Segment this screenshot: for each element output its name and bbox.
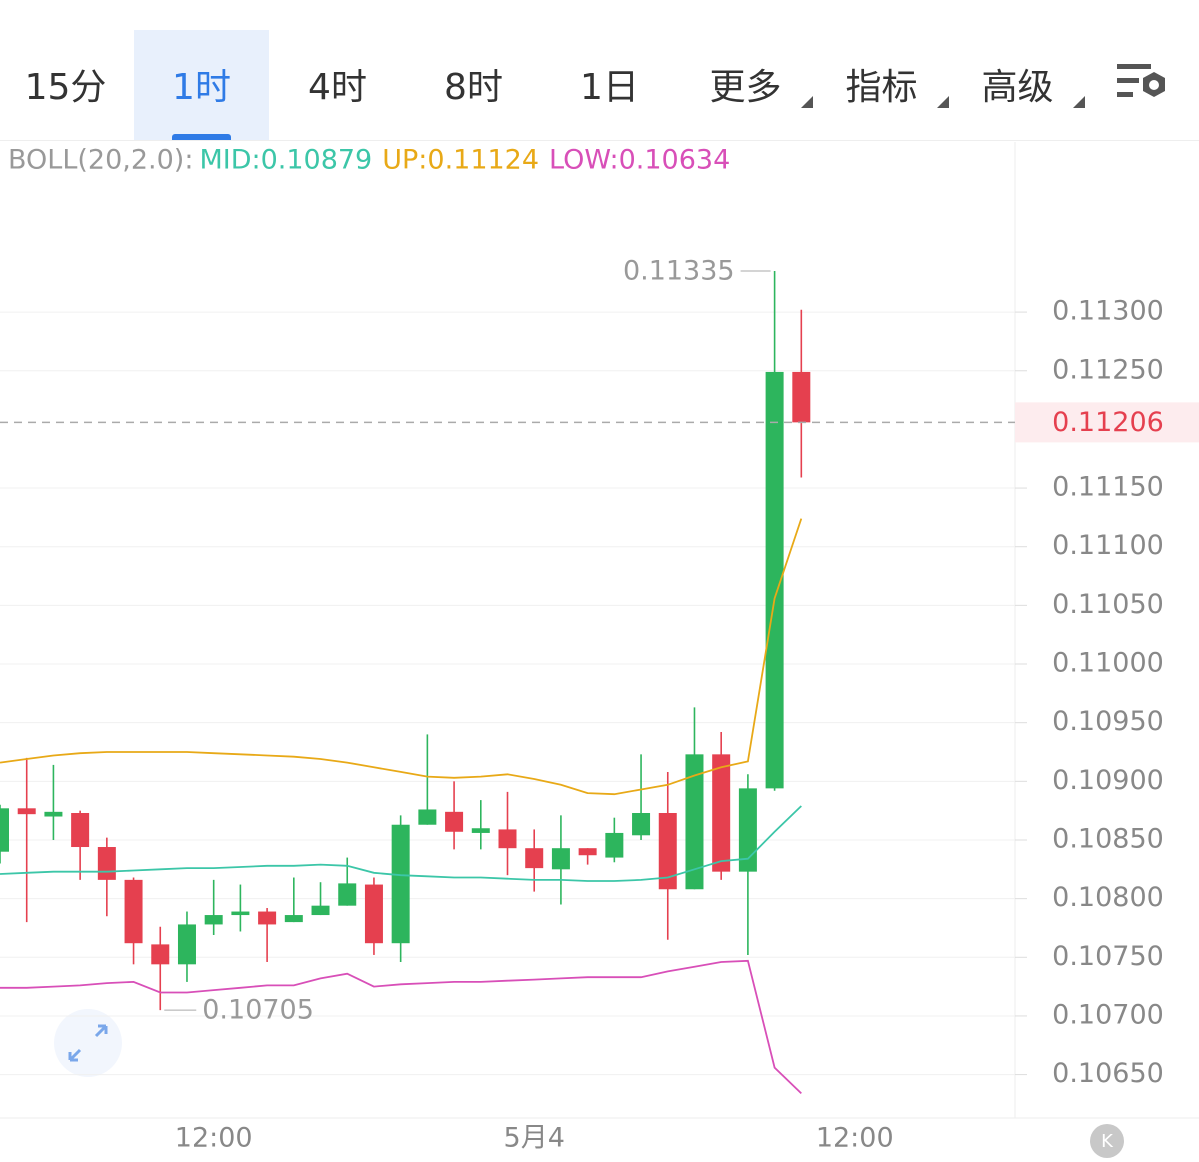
y-tick-label: 0.10650 <box>1052 1058 1164 1089</box>
candle-body <box>71 813 90 848</box>
candle-body <box>632 813 651 836</box>
y-tick-label: 0.10900 <box>1052 765 1164 796</box>
candle-body <box>765 371 784 789</box>
icon-bar <box>1117 78 1139 83</box>
tab-label: 高级 <box>981 67 1054 108</box>
candle-body <box>311 905 330 916</box>
tab-label: 1日 <box>580 67 639 108</box>
tab-label: 更多 <box>709 67 782 108</box>
y-tick-label: 0.10700 <box>1052 999 1164 1030</box>
y-tick-label: 0.10750 <box>1052 941 1164 972</box>
dropdown-arrow <box>1073 96 1085 108</box>
tab-label: 15分 <box>24 67 107 108</box>
candle-body <box>338 883 357 906</box>
legend-entry: LOW:0.10634 <box>549 145 730 176</box>
candle-body <box>498 829 517 849</box>
candle-body <box>204 915 223 925</box>
candle-body <box>605 832 624 858</box>
icon-bar <box>1117 64 1151 69</box>
icon-hole <box>1149 80 1159 90</box>
candle-body <box>44 811 63 817</box>
timeframe-tab[interactable]: 8时 <box>406 30 541 140</box>
y-tick-label: 0.10800 <box>1052 882 1164 913</box>
candle-body <box>445 811 464 832</box>
settings-icon[interactable] <box>1112 58 1172 118</box>
candle-body <box>151 944 170 965</box>
boll-line <box>0 959 802 1095</box>
y-tick-label: 0.11300 <box>1052 296 1164 327</box>
y-tick-label: 0.11000 <box>1052 648 1164 679</box>
timeframe-tab[interactable]: 4时 <box>270 30 405 140</box>
candle-body <box>97 847 116 880</box>
candle-body <box>17 808 36 815</box>
candle-body <box>177 924 196 965</box>
y-tick-label: 0.10950 <box>1052 706 1164 737</box>
candle-body <box>258 911 277 925</box>
tab-label: 8时 <box>444 67 503 108</box>
candle-body <box>551 848 570 870</box>
candle-body <box>792 371 811 423</box>
indicator-label: BOLL(20,2.0): <box>8 145 193 176</box>
boll-line <box>0 805 802 882</box>
y-tick-label: 0.11150 <box>1052 472 1164 503</box>
timeframe-tab[interactable]: 高级 <box>950 30 1085 140</box>
y-tick-label: 0.10850 <box>1052 823 1164 854</box>
k-button-label: K <box>1101 1131 1114 1152</box>
tab-label: 1时 <box>172 67 231 108</box>
high-label: 0.11335 <box>623 256 735 287</box>
button-bg <box>54 1009 122 1077</box>
candle-body <box>231 911 250 916</box>
x-tick-label: 12:00 <box>816 1123 894 1154</box>
expand-icon <box>68 1024 108 1062</box>
candle-body <box>658 813 677 890</box>
x-tick-label: 5月4 <box>504 1123 565 1154</box>
candle-body <box>738 788 757 872</box>
timeframe-tab[interactable]: 15分 <box>0 30 133 140</box>
candle-body <box>712 754 731 872</box>
candle-body <box>124 879 143 944</box>
button-bg <box>1090 1124 1124 1158</box>
timeframe-tab[interactable]: 1日 <box>542 30 677 140</box>
last-price-bg <box>1015 402 1199 443</box>
icon-bar <box>1117 92 1133 97</box>
candle-body <box>578 848 597 856</box>
y-tick-label: 0.11050 <box>1052 589 1164 620</box>
candle-body <box>525 848 544 869</box>
candle-body <box>0 808 9 852</box>
dropdown-arrow <box>937 96 949 108</box>
candle-body <box>418 809 437 825</box>
low-label: 0.10705 <box>202 995 314 1026</box>
toolbar: 15分 1时 4时 8时 1日 更多 指标 高级 <box>0 0 1199 141</box>
y-tick-label: 0.11250 <box>1052 354 1164 385</box>
expand-button[interactable] <box>54 1009 122 1077</box>
tab-label: 指标 <box>845 67 918 108</box>
boll-line <box>0 518 803 796</box>
candle-body <box>364 884 383 944</box>
legend-entry: MID:0.10879 <box>199 145 372 176</box>
k-button[interactable]: K <box>1090 1124 1124 1158</box>
legend-entry: UP:0.11124 <box>382 145 539 176</box>
candle-body <box>685 754 704 890</box>
tab-label: 4时 <box>308 67 367 108</box>
timeframe-tab[interactable]: 1时 <box>134 30 269 140</box>
x-tick-label: 12:00 <box>175 1123 253 1154</box>
candle-body <box>391 824 410 944</box>
timeframe-tab[interactable]: 更多 <box>678 30 813 140</box>
tab-indicator <box>172 134 231 140</box>
y-tick-label: 0.11100 <box>1052 530 1164 561</box>
candle-body <box>284 915 303 923</box>
candle-body <box>471 828 490 833</box>
last-price-label: 0.11206 <box>1052 407 1164 438</box>
timeframe-tab[interactable]: 指标 <box>814 30 949 140</box>
dropdown-arrow <box>801 96 813 108</box>
